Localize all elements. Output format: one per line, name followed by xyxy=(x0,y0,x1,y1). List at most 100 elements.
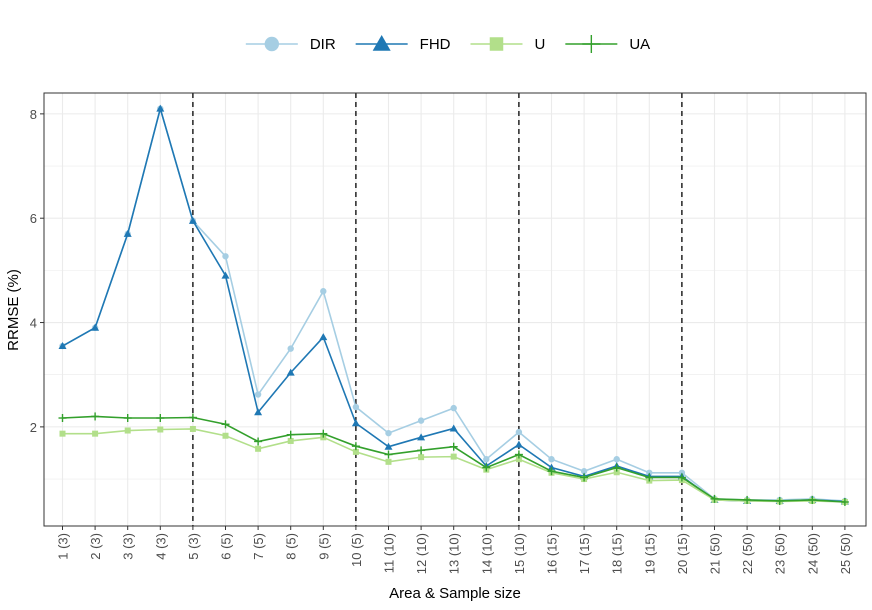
data-point-square xyxy=(385,458,392,465)
x-tick-label: 19 (15) xyxy=(642,533,657,574)
data-point-square xyxy=(124,427,131,434)
data-point-square xyxy=(450,453,457,460)
data-point-plus xyxy=(254,437,263,446)
data-point-circle xyxy=(254,391,262,398)
data-point-plus xyxy=(417,446,426,455)
data-point-plus xyxy=(808,495,817,504)
y-tick-label: 8 xyxy=(30,107,37,122)
x-tick-label: 18 (15) xyxy=(610,533,625,574)
legend-item-u: U xyxy=(470,36,545,53)
x-tick-label: 21 (50) xyxy=(708,533,723,574)
data-point-triangle xyxy=(449,424,458,432)
x-tick-label: 3 (3) xyxy=(121,533,136,560)
data-point-triangle xyxy=(58,342,67,350)
data-point-circle xyxy=(222,253,229,260)
data-point-square xyxy=(222,432,229,439)
data-point-circle xyxy=(613,456,620,463)
x-tick-label: 12 (10) xyxy=(414,533,429,574)
x-tick-label: 23 (50) xyxy=(773,533,788,574)
data-point-square xyxy=(352,448,359,455)
data-point-plus xyxy=(482,463,491,472)
y-tick-label: 2 xyxy=(30,420,37,435)
data-point-triangle xyxy=(91,323,100,331)
data-point-square xyxy=(92,430,99,437)
data-point-circle xyxy=(287,345,294,352)
data-point-triangle xyxy=(254,408,263,416)
data-point-circle xyxy=(580,468,588,475)
data-point-triangle xyxy=(384,442,393,450)
data-point-triangle xyxy=(123,229,132,237)
data-point-plus xyxy=(188,413,197,422)
data-point-plus xyxy=(286,430,295,439)
data-point-plus xyxy=(384,450,393,459)
legend-item-ua: UA xyxy=(565,35,650,53)
data-point-triangle xyxy=(514,440,523,448)
data-point-triangle xyxy=(188,216,197,224)
legend-item-fhd: FHD xyxy=(355,35,451,53)
y-axis: 2 4 6 8 xyxy=(30,107,44,435)
legend-label-dir: DIR xyxy=(310,36,336,53)
series-group xyxy=(58,104,849,507)
x-tick-label: 6 (5) xyxy=(219,533,234,560)
plot-border xyxy=(43,92,867,527)
x-tick-label: 9 (5) xyxy=(316,533,331,560)
x-tick-label: 24 (50) xyxy=(805,533,820,574)
data-point-plus xyxy=(319,429,328,438)
data-point-circle xyxy=(483,456,490,463)
x-axis-title: Area & Sample size xyxy=(389,585,521,602)
data-point-square xyxy=(287,437,294,444)
data-point-plus xyxy=(123,414,132,423)
data-point-plus xyxy=(449,442,458,451)
data-point-triangle xyxy=(156,104,165,112)
data-point-square xyxy=(157,426,164,433)
x-tick-label: 1 (3) xyxy=(56,533,71,560)
legend-label-u: U xyxy=(534,36,545,53)
data-point-plus xyxy=(743,495,752,504)
y-tick-label: 4 xyxy=(30,316,37,331)
data-point-circle xyxy=(264,36,280,52)
legend-label-fhd: FHD xyxy=(420,36,451,53)
x-tick-label: 20 (15) xyxy=(675,533,690,574)
legend: DIR FHD U UA xyxy=(245,35,650,53)
grid xyxy=(44,93,866,526)
data-point-plus xyxy=(840,498,849,507)
data-point-plus xyxy=(775,496,784,505)
y-tick-label: 6 xyxy=(30,211,37,226)
series-ua xyxy=(58,412,849,507)
x-tick-label: 4 (3) xyxy=(153,533,168,560)
data-point-triangle xyxy=(351,419,360,427)
data-point-square xyxy=(255,445,262,452)
plot-panel xyxy=(44,93,866,526)
x-tick-label: 25 (50) xyxy=(838,533,853,574)
data-point-circle xyxy=(548,456,555,463)
data-point-square xyxy=(59,430,66,437)
data-point-triangle xyxy=(319,333,328,341)
x-tick-label: 15 (10) xyxy=(512,533,527,574)
data-point-square xyxy=(189,425,196,432)
legend-label-ua: UA xyxy=(629,36,650,53)
data-point-plus xyxy=(58,414,67,423)
data-point-circle xyxy=(352,403,360,411)
x-tick-label: 14 (10) xyxy=(479,533,494,574)
data-point-circle xyxy=(385,429,392,437)
data-point-circle xyxy=(515,428,523,436)
data-point-plus xyxy=(582,35,601,53)
x-tick-label: 5 (3) xyxy=(186,533,201,560)
data-point-plus xyxy=(351,442,360,451)
data-point-plus xyxy=(547,467,556,476)
data-point-plus xyxy=(645,473,654,482)
data-point-plus xyxy=(612,463,621,472)
data-point-circle xyxy=(417,417,425,424)
x-tick-label: 16 (15) xyxy=(545,533,560,574)
legend-item-dir: DIR xyxy=(245,36,336,53)
data-point-plus xyxy=(221,420,230,429)
x-tick-label: 13 (10) xyxy=(447,533,462,574)
x-axis: 1 (3) 2 (3) 3 (3) 4 (3) 5 (3) 6 (5) 7 (5) 8 (5)… xyxy=(56,526,853,574)
data-point-circle xyxy=(320,288,327,295)
data-point-square xyxy=(613,469,620,476)
data-point-square xyxy=(418,454,425,461)
data-point-plus xyxy=(514,450,523,459)
y-axis-title: RRMSE (%) xyxy=(5,269,22,351)
data-point-plus xyxy=(580,473,589,482)
data-point-triangle xyxy=(286,368,295,376)
